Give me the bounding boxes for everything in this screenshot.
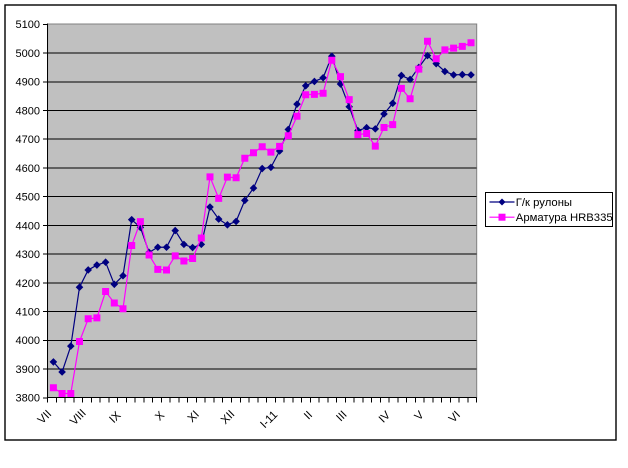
svg-text:4400: 4400 <box>16 220 40 232</box>
svg-text:4900: 4900 <box>16 77 40 89</box>
svg-text:Арматура HRB335: Арматура HRB335 <box>516 212 613 224</box>
svg-text:4100: 4100 <box>16 307 40 319</box>
svg-text:5100: 5100 <box>16 19 40 31</box>
svg-text:4800: 4800 <box>16 105 40 117</box>
svg-text:Г/к рулоны: Г/к рулоны <box>516 197 572 209</box>
svg-text:4300: 4300 <box>16 249 40 261</box>
svg-text:4000: 4000 <box>16 335 40 347</box>
svg-text:4600: 4600 <box>16 163 40 175</box>
svg-text:4200: 4200 <box>16 278 40 290</box>
svg-text:3900: 3900 <box>16 364 40 376</box>
svg-text:3800: 3800 <box>16 393 40 405</box>
svg-text:4500: 4500 <box>16 192 40 204</box>
svg-text:5000: 5000 <box>16 48 40 60</box>
svg-text:4700: 4700 <box>16 134 40 146</box>
